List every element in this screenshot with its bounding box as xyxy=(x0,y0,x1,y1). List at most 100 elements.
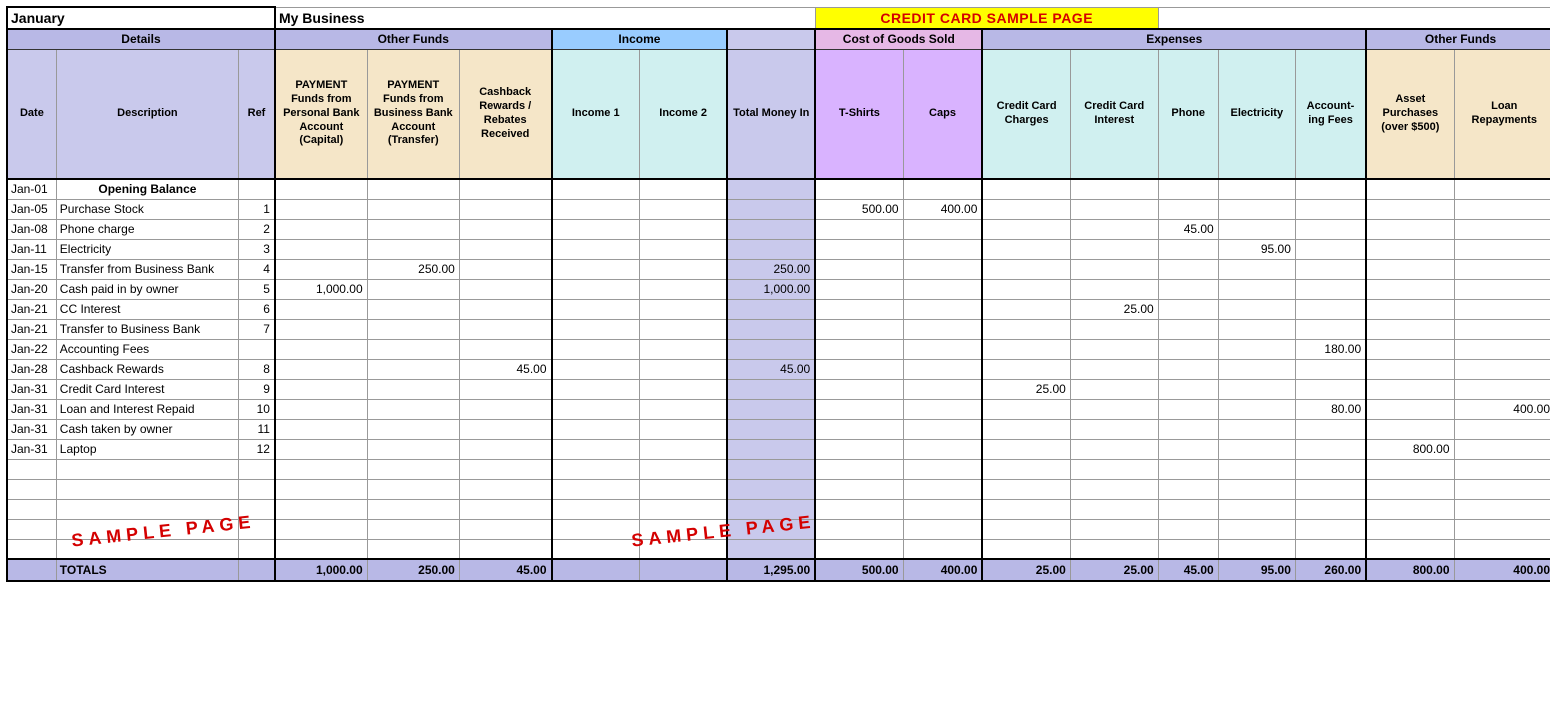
table-row[interactable] xyxy=(7,479,1550,499)
table-row[interactable]: Jan-20Cash paid in by owner51,000.001,00… xyxy=(7,279,1550,299)
cell-income2[interactable] xyxy=(639,519,727,539)
cell-desc[interactable]: Laptop xyxy=(56,439,238,459)
cell-ref[interactable] xyxy=(239,339,275,359)
table-row[interactable]: Jan-31Credit Card Interest925.00 xyxy=(7,379,1550,399)
cell-ref[interactable]: 11 xyxy=(239,419,275,439)
cell-income1[interactable] xyxy=(552,239,640,259)
cell-pay_personal[interactable] xyxy=(275,419,367,439)
cell-loan[interactable] xyxy=(1454,339,1550,359)
cell-asset[interactable] xyxy=(1366,299,1454,319)
cell-cc_charges[interactable] xyxy=(982,339,1070,359)
cell-phone[interactable] xyxy=(1158,479,1218,499)
cell-ref[interactable]: 4 xyxy=(239,259,275,279)
cell-tshirts[interactable] xyxy=(815,439,903,459)
cell-cc_interest[interactable] xyxy=(1070,319,1158,339)
cell-tshirts[interactable] xyxy=(815,339,903,359)
cell-electricity[interactable] xyxy=(1218,379,1295,399)
cell-caps[interactable] xyxy=(903,379,982,399)
cell-acct_fees[interactable] xyxy=(1295,279,1366,299)
cell-caps[interactable] xyxy=(903,359,982,379)
cell-cc_interest[interactable] xyxy=(1070,399,1158,419)
cell-pay_business[interactable] xyxy=(367,399,459,419)
cell-date[interactable]: Jan-31 xyxy=(7,419,56,439)
cell-total_in[interactable] xyxy=(727,439,815,459)
cell-acct_fees[interactable] xyxy=(1295,319,1366,339)
cell-ref[interactable]: 9 xyxy=(239,379,275,399)
cell-pay_business[interactable] xyxy=(367,299,459,319)
cell-income1[interactable] xyxy=(552,379,640,399)
table-row[interactable] xyxy=(7,519,1550,539)
table-row[interactable]: Jan-22Accounting Fees180.00 xyxy=(7,339,1550,359)
cell-electricity[interactable] xyxy=(1218,419,1295,439)
cell-income1[interactable] xyxy=(552,399,640,419)
cell-loan[interactable] xyxy=(1454,499,1550,519)
cell-loan[interactable] xyxy=(1454,199,1550,219)
cell-acct_fees[interactable] xyxy=(1295,299,1366,319)
cell-total_in[interactable] xyxy=(727,379,815,399)
cell-cc_interest[interactable] xyxy=(1070,499,1158,519)
cell-phone[interactable]: 45.00 xyxy=(1158,219,1218,239)
cell-desc[interactable]: Credit Card Interest xyxy=(56,379,238,399)
table-row[interactable]: Jan-05Purchase Stock1500.00400.00 xyxy=(7,199,1550,219)
cell-tshirts[interactable] xyxy=(815,319,903,339)
cell-desc[interactable]: Transfer from Business Bank xyxy=(56,259,238,279)
table-row[interactable]: Jan-31Cash taken by owner11 xyxy=(7,419,1550,439)
cell-tshirts[interactable] xyxy=(815,459,903,479)
cell-asset[interactable] xyxy=(1366,319,1454,339)
cell-desc[interactable] xyxy=(56,499,238,519)
cell-phone[interactable] xyxy=(1158,339,1218,359)
cell-acct_fees[interactable] xyxy=(1295,359,1366,379)
cell-cashback[interactable] xyxy=(459,479,551,499)
cell-phone[interactable] xyxy=(1158,359,1218,379)
cell-asset[interactable] xyxy=(1366,519,1454,539)
cell-ref[interactable] xyxy=(239,179,275,199)
cell-ref[interactable]: 1 xyxy=(239,199,275,219)
cell-electricity[interactable] xyxy=(1218,499,1295,519)
cell-total_in[interactable] xyxy=(727,319,815,339)
cell-tshirts[interactable]: 500.00 xyxy=(815,199,903,219)
cell-asset[interactable] xyxy=(1366,259,1454,279)
cell-date[interactable]: Jan-22 xyxy=(7,339,56,359)
cell-pay_business[interactable] xyxy=(367,339,459,359)
cell-desc[interactable]: Cash taken by owner xyxy=(56,419,238,439)
cell-pay_personal[interactable] xyxy=(275,519,367,539)
table-row[interactable] xyxy=(7,459,1550,479)
cell-income1[interactable] xyxy=(552,219,640,239)
cell-cc_interest[interactable]: 25.00 xyxy=(1070,299,1158,319)
cell-pay_personal[interactable] xyxy=(275,379,367,399)
cell-acct_fees[interactable] xyxy=(1295,419,1366,439)
table-row[interactable]: Jan-31Laptop12800.00 xyxy=(7,439,1550,459)
cell-tshirts[interactable] xyxy=(815,379,903,399)
cell-income2[interactable] xyxy=(639,259,727,279)
cell-loan[interactable] xyxy=(1454,459,1550,479)
cell-phone[interactable] xyxy=(1158,299,1218,319)
cell-total_in[interactable] xyxy=(727,299,815,319)
cell-asset[interactable] xyxy=(1366,179,1454,199)
cell-caps[interactable] xyxy=(903,479,982,499)
cell-cc_charges[interactable] xyxy=(982,439,1070,459)
cell-loan[interactable]: 400.00 xyxy=(1454,399,1550,419)
cell-cc_interest[interactable] xyxy=(1070,239,1158,259)
cell-ref[interactable]: 2 xyxy=(239,219,275,239)
cell-ref[interactable]: 7 xyxy=(239,319,275,339)
cell-cc_charges[interactable] xyxy=(982,239,1070,259)
cell-cc_charges[interactable] xyxy=(982,259,1070,279)
cell-electricity[interactable] xyxy=(1218,519,1295,539)
cell-cc_charges[interactable] xyxy=(982,319,1070,339)
cell-total_in[interactable] xyxy=(727,339,815,359)
cell-loan[interactable] xyxy=(1454,179,1550,199)
cell-electricity[interactable] xyxy=(1218,199,1295,219)
cell-cc_interest[interactable] xyxy=(1070,379,1158,399)
cell-electricity[interactable] xyxy=(1218,299,1295,319)
cell-date[interactable]: Jan-20 xyxy=(7,279,56,299)
cell-income1[interactable] xyxy=(552,439,640,459)
cell-cc_charges[interactable] xyxy=(982,199,1070,219)
cell-pay_business[interactable] xyxy=(367,279,459,299)
cell-phone[interactable] xyxy=(1158,279,1218,299)
cell-income2[interactable] xyxy=(639,359,727,379)
cell-loan[interactable] xyxy=(1454,299,1550,319)
cell-pay_business[interactable] xyxy=(367,199,459,219)
cell-acct_fees[interactable]: 80.00 xyxy=(1295,399,1366,419)
table-row[interactable]: Jan-28Cashback Rewards845.0045.00 xyxy=(7,359,1550,379)
table-row[interactable] xyxy=(7,499,1550,519)
